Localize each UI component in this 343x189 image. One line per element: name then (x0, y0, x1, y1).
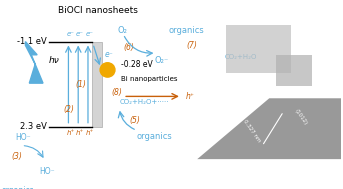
Text: (3): (3) (12, 152, 23, 161)
Text: (5): (5) (129, 116, 140, 125)
Text: 5 nm: 5 nm (214, 175, 229, 180)
Text: BiOCl nanosheets: BiOCl nanosheets (58, 6, 138, 15)
Text: (1): (1) (75, 80, 86, 89)
Text: h⁺: h⁺ (66, 130, 74, 136)
Text: 2.3 eV: 2.3 eV (20, 122, 47, 131)
Text: e⁻: e⁻ (105, 50, 114, 59)
Bar (92, 42, 102, 127)
Bar (276, 55, 312, 86)
Polygon shape (197, 98, 341, 159)
Text: e⁻: e⁻ (86, 31, 94, 37)
Text: (1012): (1012) (294, 108, 308, 126)
Text: Bi nanoparticles: Bi nanoparticles (121, 76, 178, 82)
Text: -1.1 eV: -1.1 eV (17, 37, 47, 46)
Text: hν: hν (49, 56, 60, 65)
Text: 0.327 nm: 0.327 nm (242, 119, 262, 144)
Text: organics: organics (2, 186, 35, 189)
Text: (2): (2) (63, 105, 74, 114)
Text: organics: organics (168, 26, 204, 35)
Text: 50 nm: 50 nm (229, 84, 247, 89)
Text: O₂⁻: O₂⁻ (154, 56, 169, 65)
Text: HO⁻: HO⁻ (16, 133, 31, 143)
Polygon shape (25, 42, 43, 83)
Text: (8): (8) (111, 88, 122, 97)
Text: (6): (6) (123, 43, 134, 52)
Text: -0.28 eV: -0.28 eV (121, 60, 153, 69)
Text: h⁺: h⁺ (76, 130, 84, 136)
Text: e⁻: e⁻ (67, 31, 74, 37)
Text: organics: organics (137, 132, 173, 141)
Text: h⁺: h⁺ (86, 130, 94, 136)
Text: h⁺: h⁺ (186, 92, 194, 101)
Bar (226, 25, 291, 73)
Text: (7): (7) (186, 41, 197, 50)
Text: HO⁻: HO⁻ (39, 167, 55, 177)
Text: e⁻: e⁻ (76, 31, 84, 37)
Text: CO₂+H₂O+·····: CO₂+H₂O+····· (119, 99, 169, 105)
Circle shape (100, 63, 115, 77)
Text: O₂: O₂ (117, 26, 127, 35)
Text: CO₂+H₂O: CO₂+H₂O (225, 54, 257, 60)
